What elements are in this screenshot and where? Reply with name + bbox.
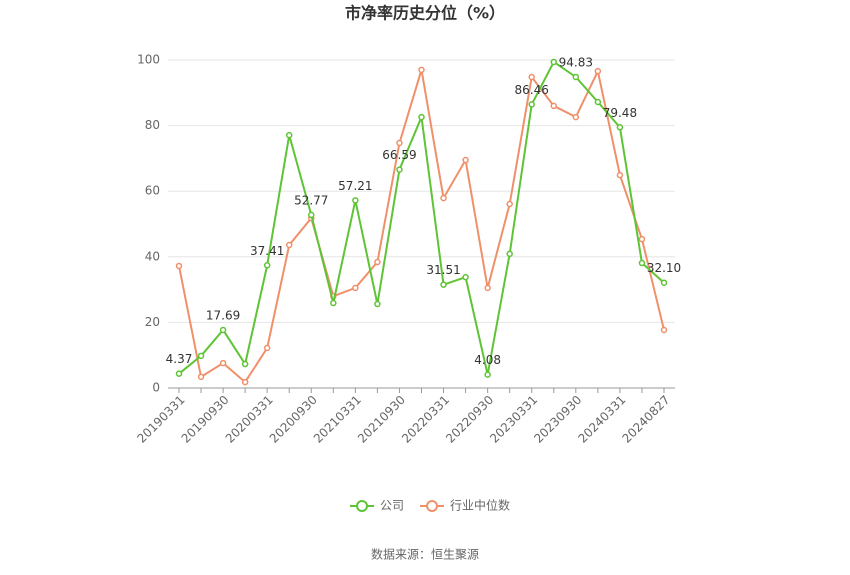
x-tick-label: 20240827	[620, 393, 673, 446]
point	[263, 344, 271, 352]
y-tick-label: 0	[152, 381, 160, 395]
value-label: 32.10	[647, 261, 681, 275]
point	[219, 326, 227, 334]
point	[352, 197, 359, 204]
point	[572, 73, 580, 81]
point	[484, 284, 491, 292]
value-label: 57.21	[338, 179, 372, 193]
point	[374, 300, 381, 308]
point	[352, 284, 359, 292]
value-label: 52.77	[294, 193, 328, 207]
point	[308, 211, 315, 219]
point	[638, 259, 646, 267]
point	[660, 279, 668, 286]
point	[241, 378, 249, 386]
point	[396, 139, 403, 147]
point	[550, 58, 558, 66]
legend-label: 公司	[380, 499, 404, 513]
point	[594, 67, 602, 75]
point	[616, 171, 624, 179]
point	[175, 262, 183, 270]
point	[616, 124, 624, 131]
legend-marker	[426, 500, 439, 512]
point	[594, 98, 602, 106]
y-tick-label: 20	[145, 315, 160, 329]
y-tick-label: 100	[137, 53, 160, 67]
point	[197, 373, 205, 381]
value-label: 37.41	[250, 244, 284, 258]
point	[660, 326, 668, 334]
y-tick-label: 80	[145, 118, 160, 132]
point	[572, 113, 580, 121]
value-label: 4.37	[166, 352, 193, 366]
value-label: 79.48	[603, 106, 637, 120]
point	[484, 371, 491, 378]
point	[440, 281, 447, 288]
point	[396, 166, 403, 173]
value-label: 31.51	[426, 263, 460, 277]
value-label: 66.59	[382, 148, 416, 162]
value-label: 94.83	[559, 55, 593, 69]
point	[374, 258, 381, 266]
y-tick-label: 40	[145, 249, 160, 263]
point	[330, 299, 337, 307]
point	[550, 102, 558, 110]
value-label: 17.69	[206, 308, 240, 322]
source: 数据来源：恒生聚源	[371, 547, 479, 562]
point	[638, 235, 646, 243]
legend-marker	[356, 500, 368, 512]
point	[263, 262, 271, 269]
point	[528, 73, 535, 81]
point	[440, 194, 447, 202]
series-line	[178, 60, 665, 375]
point	[462, 273, 469, 281]
point	[528, 101, 535, 108]
point	[506, 250, 513, 258]
chart-title: 市净率历史分位（%）	[345, 4, 505, 23]
value-label: 86.46	[515, 83, 549, 97]
point	[175, 370, 183, 377]
point	[418, 113, 425, 121]
point	[506, 200, 513, 208]
legend-label: 行业中位数	[450, 498, 510, 513]
point	[285, 241, 293, 249]
point	[197, 352, 205, 360]
point	[285, 131, 293, 139]
point	[418, 66, 425, 74]
y-tick-label: 60	[145, 184, 160, 198]
value-label: 4.08	[474, 353, 501, 367]
point	[219, 359, 227, 367]
point	[241, 360, 249, 368]
point	[462, 156, 469, 164]
